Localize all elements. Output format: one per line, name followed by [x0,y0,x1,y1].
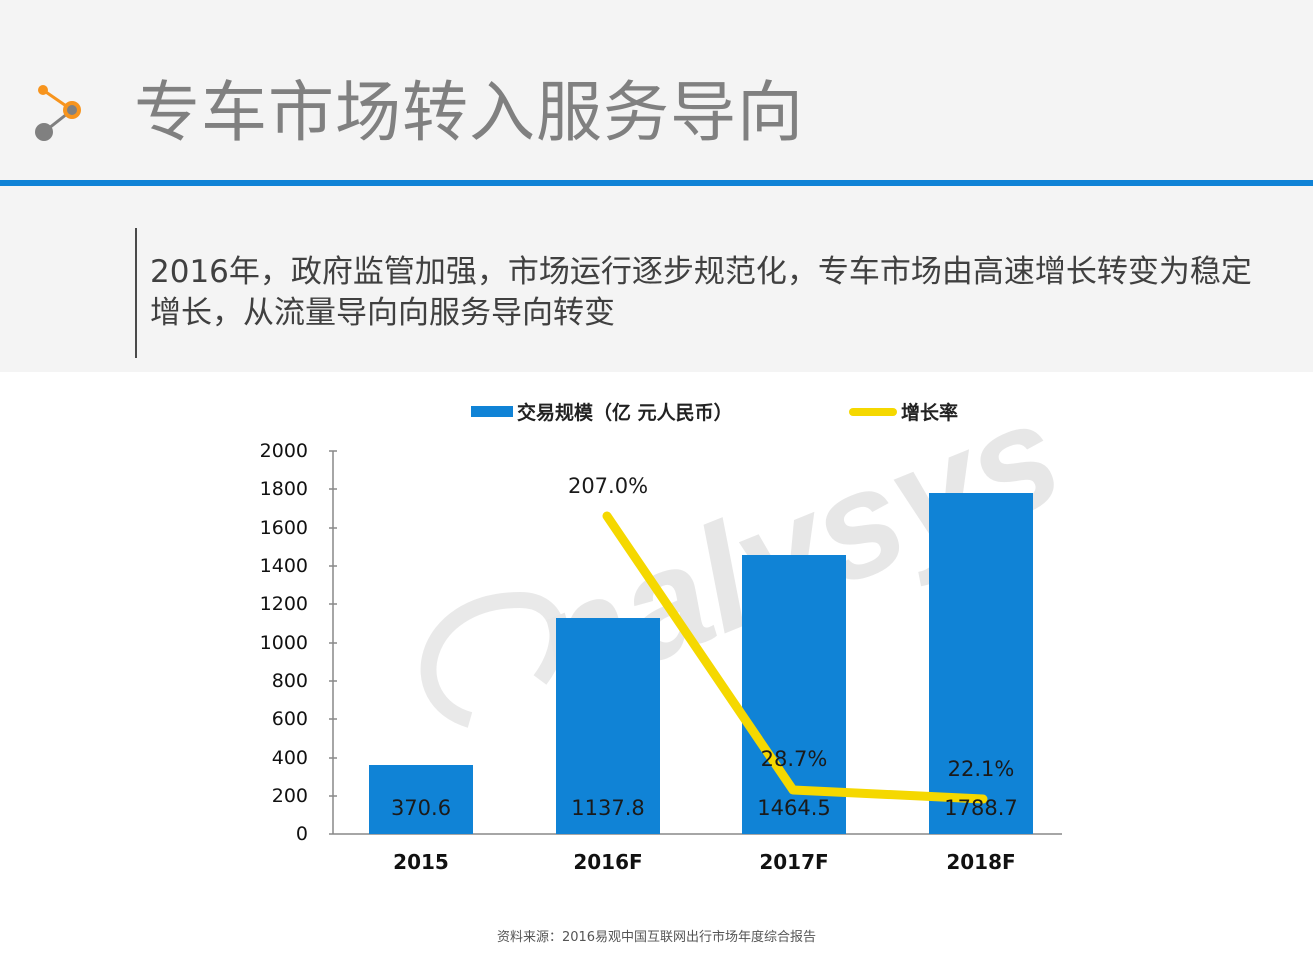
y-tick: 2000 [259,440,308,462]
x-tick: 2015 [393,850,449,874]
bar-value-label: 1788.7 [944,796,1018,820]
bar-value-label: 1464.5 [757,796,831,820]
subtitle-accent-bar [135,228,137,358]
bar-2018F [929,493,1033,834]
legend-label-growth: 增长率 [901,402,959,424]
source-note: 资料来源：2016易观中国互联网出行市场年度综合报告 [496,930,817,945]
y-tick: 600 [271,708,308,730]
growth-rate-label: 28.7% [760,747,828,771]
y-tick: 1400 [259,555,308,577]
x-tick: 2017F [759,850,829,874]
y-tick: 1200 [259,593,308,615]
bar-value-label: 1137.8 [571,796,645,820]
bar-2016F [556,618,660,834]
legend-label-volume: 交易规模（亿 元人民币） [517,402,733,424]
molecule-branch-icon [35,85,81,141]
legend-swatch-bar-icon [471,406,513,417]
subtitle-text: 2016年，政府监管加强，市场运行逐步规范化，专车市场由高速增长转变为稳定增长，… [150,254,1252,331]
y-tick: 800 [271,670,308,692]
y-tick: 1800 [259,478,308,500]
bar-2015 [369,765,473,834]
y-tick: 0 [295,823,308,845]
legend-swatch-line-icon [849,407,897,416]
y-tick: 1000 [259,632,308,654]
header-divider [0,180,1313,186]
header-band: 专车市场转入服务导向 [0,0,1313,180]
growth-rate-label: 207.0% [567,474,649,498]
page-title: 专车市场转入服务导向 [134,74,804,151]
legend-item-growth: 增长率 [849,398,958,425]
legend-item-volume: 交易规模（亿 元人民币） [471,398,733,425]
y-tick: 1600 [259,517,308,539]
x-tick: 2018F [946,850,1016,874]
y-tick: 200 [271,785,308,807]
subtitle-band [0,186,1313,372]
x-tick: 2016F [573,850,643,874]
growth-rate-label: 22.1% [947,757,1015,781]
y-tick: 400 [271,747,308,769]
bar-value-label: 370.6 [390,796,452,820]
